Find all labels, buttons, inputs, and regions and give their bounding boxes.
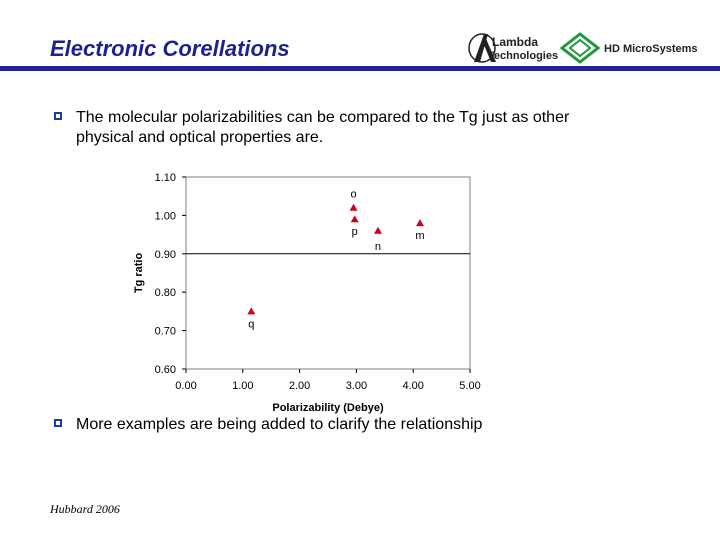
bullet-square-icon bbox=[54, 419, 62, 427]
bullet-square-icon bbox=[54, 112, 62, 120]
data-point-marker bbox=[247, 307, 256, 315]
data-point-marker bbox=[373, 226, 382, 234]
company-logos: Lambda Technologies HD MicroSystems bbox=[468, 32, 698, 64]
data-point-label: o bbox=[350, 189, 356, 201]
slide-title: Electronic Corellations bbox=[50, 36, 290, 61]
x-tick-label: 0.00 bbox=[175, 380, 196, 392]
footer-credit: Hubbard 2006 bbox=[50, 502, 120, 516]
hd-logo-text: HD MicroSystems bbox=[604, 43, 698, 55]
x-tick-label: 4.00 bbox=[402, 380, 423, 392]
y-tick-label: 1.00 bbox=[155, 210, 176, 222]
hd-logo: HD MicroSystems bbox=[559, 32, 698, 64]
y-tick-label: 0.60 bbox=[155, 364, 176, 376]
y-axis-label: Tg ratio bbox=[133, 253, 145, 294]
y-tick-label: 0.90 bbox=[155, 249, 176, 261]
x-tick-label: 2.00 bbox=[289, 380, 310, 392]
bullet-text: More examples are being added to clarify… bbox=[76, 416, 483, 433]
y-tick-label: 0.70 bbox=[155, 326, 176, 338]
data-point-label: n bbox=[375, 241, 381, 253]
y-tick-label: 1.10 bbox=[155, 172, 176, 184]
lambda-logo-line1: Lambda bbox=[492, 35, 538, 49]
data-point-marker bbox=[349, 203, 358, 211]
x-tick-label: 5.00 bbox=[459, 380, 480, 392]
title-divider bbox=[0, 66, 720, 71]
data-point-marker bbox=[350, 215, 359, 223]
data-point-marker bbox=[416, 219, 425, 227]
y-tick-label: 0.80 bbox=[155, 287, 176, 299]
x-tick-label: 1.00 bbox=[232, 380, 253, 392]
bullet-text: The molecular polarizabilities can be co… bbox=[76, 109, 570, 146]
data-point-label: q bbox=[248, 318, 254, 330]
x-tick-label: 3.00 bbox=[346, 380, 367, 392]
lambda-logo-line2: Technologies bbox=[488, 50, 558, 62]
x-axis-label: Polarizability (Debye) bbox=[272, 402, 384, 414]
data-point-label: p bbox=[352, 226, 358, 238]
scatter-chart: 0.60 0.70 0.80 0.90 1.00 1.10 0.00 1.00 2.00 3.00… bbox=[133, 172, 481, 414]
lambda-logo: Lambda Technologies bbox=[468, 33, 558, 63]
plot-area-frame bbox=[185, 176, 471, 370]
data-point-label: m bbox=[415, 230, 424, 242]
